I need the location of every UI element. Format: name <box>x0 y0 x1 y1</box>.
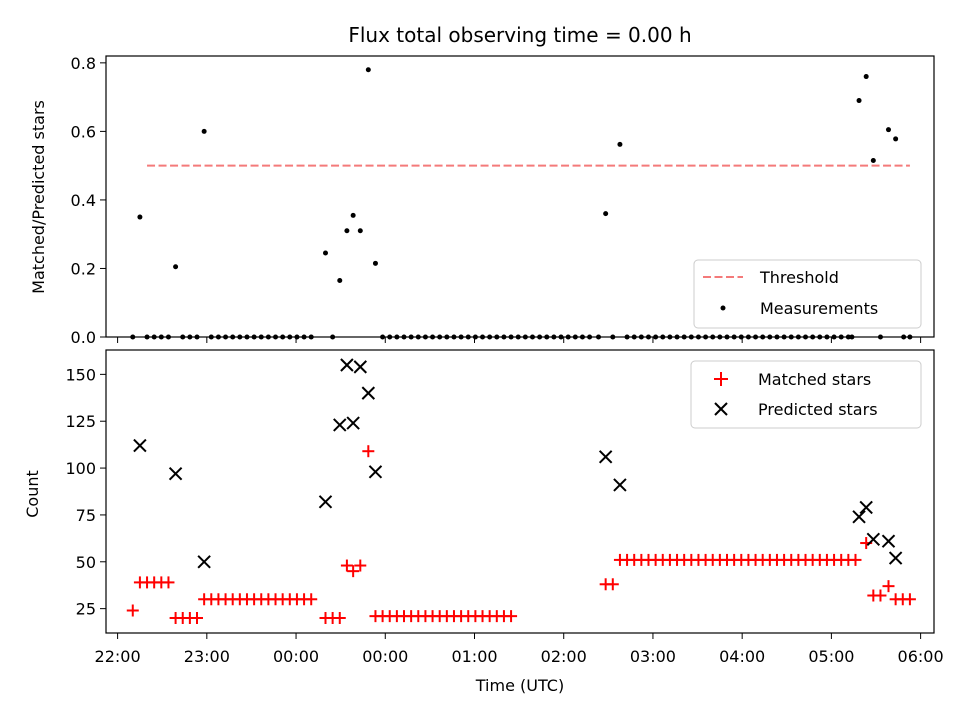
predicted-star-point <box>168 466 183 481</box>
measurement-point <box>372 260 378 266</box>
top-legend-box <box>693 259 922 329</box>
predicted-star-point <box>340 358 354 372</box>
predicted-star-point <box>852 510 866 524</box>
predicted-star-point <box>881 534 896 548</box>
top-y-tick-label: 0.4 <box>71 191 96 210</box>
matched-star-point <box>340 559 353 572</box>
x-tick-label: 00:00 <box>273 647 319 666</box>
matched-star-point <box>903 593 916 606</box>
predicted-star-point <box>361 386 376 400</box>
matched-star-point <box>305 593 318 606</box>
matched-star-point <box>362 445 375 458</box>
measurement-point <box>617 141 623 147</box>
measurement-point <box>863 74 869 80</box>
predicted-star-point <box>353 360 367 374</box>
top-y-tick-label: 0.6 <box>71 122 96 141</box>
matched-star-point <box>126 604 139 617</box>
predicted-star-point <box>859 500 873 515</box>
measurement-point <box>365 67 371 73</box>
matched-star-point <box>191 612 204 625</box>
bottom-y-tick-label: 25 <box>76 600 96 619</box>
predicted-star-point <box>613 478 627 492</box>
x-axis-label: Time (UTC) <box>475 676 564 695</box>
measurement-point <box>603 211 609 217</box>
legend-predicted-label: Predicted stars <box>758 400 878 419</box>
bottom-panel: Count 25 50 75 100 125 150 Matched stars Pred… <box>23 349 935 634</box>
legend-matched-label: Matched stars <box>758 370 871 389</box>
bottom-y-axis-label: Count <box>23 470 42 518</box>
x-axis: 22:00 23:00 00:00 00:00 01:00 02:00 03:00 04:00… <box>95 337 944 666</box>
matched-star-point <box>874 589 887 602</box>
bottom-y-tick-label: 50 <box>76 553 96 572</box>
predicted-star-point <box>197 555 211 569</box>
matched-star-point <box>505 610 518 623</box>
x-tick-label: 03:00 <box>630 647 676 666</box>
bottom-axes-frame <box>105 349 935 634</box>
matched-star-point <box>333 612 346 625</box>
measurement-point <box>344 228 350 234</box>
matched-star-point <box>606 578 619 591</box>
bottom-plot-area: 25 50 75 100 125 150 <box>65 358 916 625</box>
legend-measurements-marker <box>720 305 726 311</box>
measurement-point <box>173 264 179 270</box>
legend-measurements-label: Measurements <box>760 299 878 318</box>
measurement-point <box>201 128 207 134</box>
bottom-y-tick-label: 75 <box>76 506 96 525</box>
measurement-point <box>357 228 363 234</box>
measurement-point <box>337 277 343 283</box>
top-panel: Matched/Predicted stars 0.00.20.40.60.8 … <box>29 54 935 347</box>
x-tick-label: 02:00 <box>541 647 587 666</box>
measurement-point <box>350 212 356 218</box>
top-y-tick-label: 0.0 <box>71 328 96 347</box>
x-tick-label: 23:00 <box>184 647 230 666</box>
top-y-tick-label: 0.8 <box>71 54 96 73</box>
measurement-point <box>137 214 143 220</box>
x-tick-label: 05:00 <box>808 647 854 666</box>
measurement-point <box>870 158 876 164</box>
bottom-y-tick-label: 100 <box>65 459 96 478</box>
x-tick-label: 00:00 <box>362 647 408 666</box>
matched-star-point <box>354 559 367 572</box>
predicted-star-point <box>598 450 613 464</box>
bottom-legend-box <box>690 360 922 429</box>
x-tick-label: 22:00 <box>95 647 141 666</box>
predicted-star-point <box>333 418 347 432</box>
bottom-y-tick-label: 150 <box>65 365 96 384</box>
matched-star-point <box>882 580 895 593</box>
top-y-tick-label: 0.2 <box>71 259 96 278</box>
measurement-point <box>885 127 891 133</box>
matched-star-point <box>162 576 175 589</box>
legend-threshold-label: Threshold <box>759 268 839 287</box>
top-y-axis-label: Matched/Predicted stars <box>29 100 48 294</box>
measurement-point <box>893 136 899 142</box>
bottom-y-tick-label: 125 <box>65 412 96 431</box>
x-tick-label: 06:00 <box>898 647 944 666</box>
top-axes-frame <box>105 55 935 338</box>
predicted-star-point <box>368 465 383 479</box>
predicted-star-point <box>318 495 333 509</box>
matched-star-point <box>849 553 862 566</box>
measurement-point <box>856 98 862 104</box>
top-legend: Threshold Measurements <box>693 259 922 329</box>
chart-title: Flux total observing time = 0.00 h <box>348 23 691 47</box>
matched-star-point <box>347 565 360 578</box>
x-tick-label: 04:00 <box>719 647 765 666</box>
x-tick-label: 01:00 <box>451 647 497 666</box>
measurement-point <box>322 250 328 256</box>
predicted-star-point <box>866 532 881 546</box>
predicted-star-point <box>346 416 360 430</box>
predicted-star-point <box>133 438 147 453</box>
legend-predicted-marker <box>714 402 728 416</box>
legend-matched-marker <box>714 372 728 386</box>
predicted-star-point <box>888 551 903 565</box>
bottom-legend: Matched stars Predicted stars <box>690 360 922 429</box>
